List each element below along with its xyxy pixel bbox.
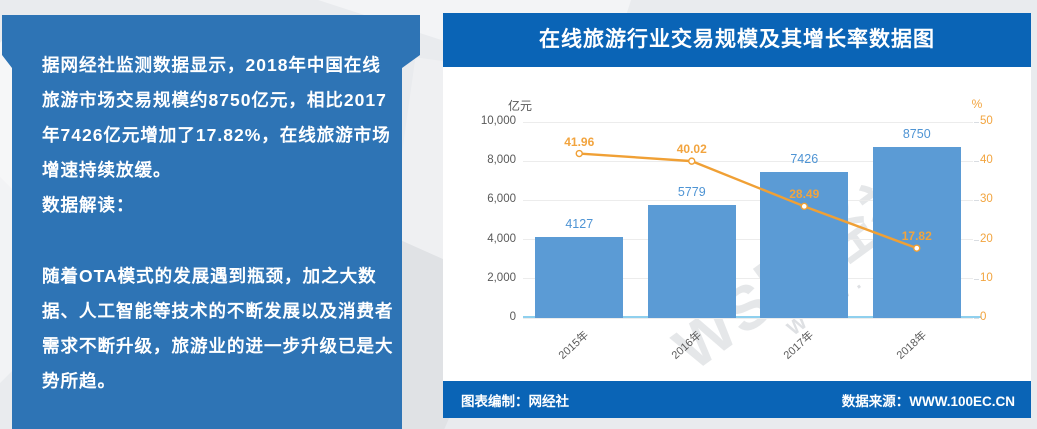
summary-ribbon-panel: 据网经社监测数据显示，2018年中国在线旅游市场交易规模约8750亿元，相比20… — [2, 15, 420, 429]
bar-value-label: 4127 — [565, 217, 594, 232]
bar — [872, 146, 961, 318]
bar — [535, 237, 624, 318]
bar-value-label: 8750 — [902, 126, 931, 141]
right-axis-tickmark — [974, 239, 979, 241]
right-axis-tick-label: 40 — [980, 154, 993, 167]
grid-line — [523, 239, 973, 241]
chart-title-bar: 在线旅游行业交易规模及其增长率数据图 — [443, 13, 1031, 67]
chart-footer-bar: 图表编制：网经社 数据来源：WWW.100EC.CN — [443, 381, 1031, 418]
right-axis-tick-label: 30 — [980, 193, 993, 206]
growth-rate-line — [579, 152, 918, 250]
right-axis-tick-label: 50 — [980, 115, 993, 127]
bar-value-label: 7426 — [790, 152, 819, 167]
x-axis-category-label: 2015年 — [556, 329, 592, 362]
grid-line — [523, 121, 973, 123]
footer-credit: 图表编制：网经社 — [461, 393, 569, 409]
y-axis-tick-label: 10,000 — [480, 115, 516, 127]
line-value-label: 40.02 — [676, 142, 707, 157]
y-axis-tick-label: 2,000 — [487, 271, 516, 284]
right-axis-tick-label: 0 — [980, 311, 987, 323]
right-axis-tickmark — [974, 278, 979, 280]
x-axis-category-label: 2016年 — [669, 329, 704, 362]
footer-source: 数据来源：WWW.100EC.CN — [841, 393, 1015, 409]
grid-line — [523, 160, 973, 162]
line-marker — [575, 149, 583, 158]
bar — [760, 172, 849, 318]
left-axis-unit-label: 亿元 — [507, 99, 532, 113]
chart-title: 在线旅游行业交易规模及其增长率数据图 — [539, 28, 935, 51]
data-interpretation-heading: 数据解读： — [42, 195, 135, 215]
line-marker — [688, 157, 696, 165]
right-axis-tickmark — [974, 122, 979, 123]
y-axis-tick-label: 6,000 — [487, 193, 516, 206]
x-axis-line — [523, 316, 981, 318]
x-axis-category-label: 2017年 — [781, 329, 817, 362]
grid-line — [523, 278, 973, 280]
chart-area: WS网经社 WWW. 亿元 % 02,0004,0006,0008,00010,… — [443, 67, 1031, 384]
right-axis-tickmark — [974, 200, 979, 202]
growth-rate-line-layer — [575, 149, 921, 252]
right-axis-tick-label: 20 — [980, 232, 993, 245]
line-value-label: 41.96 — [564, 134, 595, 149]
summary-paragraph: 据网经社监测数据显示，2018年中国在线旅游市场交易规模约8750亿元，相比20… — [42, 55, 391, 180]
bar-value-label: 5779 — [677, 184, 706, 199]
y-axis-tick-label: 0 — [509, 311, 516, 323]
interpretation-paragraph: 随着OTA模式的发展遇到瓶颈，加之大数据、人工智能等技术的不断发展以及消费者需求… — [42, 266, 394, 391]
grid-line — [523, 317, 973, 319]
line-marker — [913, 244, 921, 252]
summary-text-block: 据网经社监测数据显示，2018年中国在线旅游市场交易规模约8750亿元，相比20… — [2, 15, 420, 399]
right-axis-unit-label: % — [971, 97, 983, 111]
line-marker — [800, 202, 808, 211]
right-axis-tick-label: 10 — [980, 271, 993, 284]
bar — [647, 204, 736, 318]
right-axis-tickmark — [974, 318, 979, 319]
right-axis-tickmark — [974, 161, 979, 163]
y-axis-tick-label: 4,000 — [487, 232, 516, 245]
x-axis-category-label: 2018年 — [894, 329, 929, 362]
chart-card: 在线旅游行业交易规模及其增长率数据图 WS网经社 WWW. 亿元 % 02,00… — [443, 13, 1031, 418]
line-value-label: 28.49 — [789, 187, 820, 202]
line-value-label: 17.82 — [901, 229, 932, 244]
y-axis-tick-label: 8,000 — [487, 154, 516, 167]
grid-line — [523, 199, 973, 201]
